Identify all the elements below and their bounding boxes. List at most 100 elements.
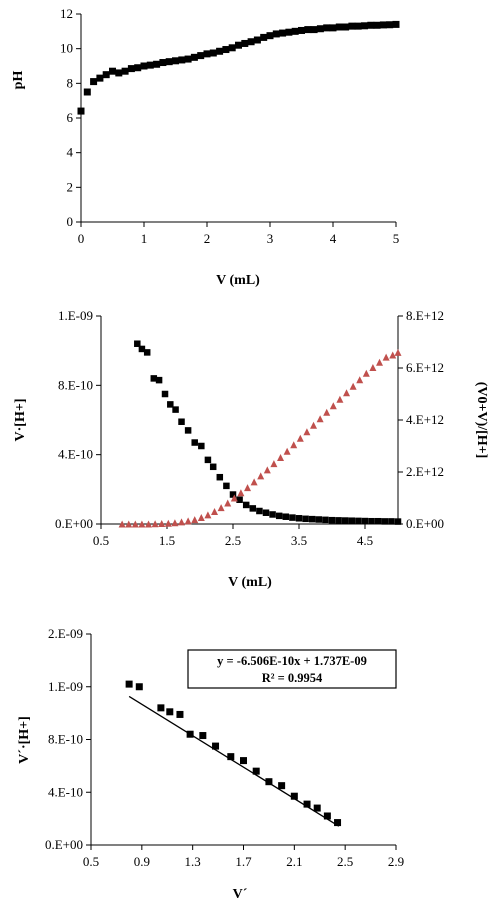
chart1-data-point bbox=[83, 88, 91, 96]
chart3-data-point bbox=[166, 708, 174, 716]
chart3-data-point bbox=[135, 683, 143, 691]
chart3-data-point bbox=[323, 812, 331, 820]
chart1-y-tick-label: 0 bbox=[67, 214, 74, 229]
chart2-left-data-point bbox=[348, 517, 356, 524]
chart2-right-data-point bbox=[178, 518, 186, 526]
chart1-data-point bbox=[291, 27, 299, 35]
chart1-data-point bbox=[146, 61, 154, 69]
chart2-right-data-point bbox=[191, 516, 199, 524]
chart2-left-data-point bbox=[295, 515, 303, 522]
chart3-x-tick-label: 1.3 bbox=[185, 854, 201, 869]
chart1-data-point bbox=[373, 21, 381, 29]
chart2-left-data-point bbox=[155, 376, 163, 384]
chart2-right-data-point bbox=[151, 520, 159, 528]
chart2-left-data-point bbox=[315, 516, 323, 523]
chart2-right-data-point bbox=[263, 466, 271, 474]
chart1-data-point bbox=[153, 60, 161, 68]
chart3-y-tick-label: 1.E-09 bbox=[48, 679, 83, 694]
chart1-data-point bbox=[329, 24, 337, 32]
chart1-data-point bbox=[96, 74, 104, 82]
chart2-y-axis-label-left: V·[H+] bbox=[13, 399, 28, 442]
chart1-data-point bbox=[216, 47, 224, 55]
chart2-y-right-tick-label: 4.E+12 bbox=[406, 412, 444, 427]
chart3-equation: y = -6.506E-10x + 1.737E-09 bbox=[217, 654, 367, 668]
chart2-right-data-point bbox=[237, 489, 245, 497]
chart2-left-data-point bbox=[178, 418, 185, 425]
chart2-left-data-point bbox=[150, 375, 158, 382]
chart2-right-data-point bbox=[382, 353, 390, 361]
chart1-points bbox=[77, 20, 400, 115]
chart2-right-data-point bbox=[158, 519, 166, 527]
chart3-data-point bbox=[313, 804, 321, 812]
chart2-right-data-point bbox=[283, 447, 291, 455]
chart3-data-point bbox=[290, 792, 298, 800]
chart1-y-tick-label: 10 bbox=[60, 41, 73, 56]
chart3-data-point bbox=[125, 680, 133, 688]
chart1-data-point bbox=[165, 58, 173, 66]
chart2-y-right-tick-label: 6.E+12 bbox=[406, 360, 444, 375]
chart3-r-squared: R² = 0.9954 bbox=[262, 671, 323, 685]
chart3-y-tick-label: 8.E-10 bbox=[48, 732, 83, 747]
chart3-equation-box bbox=[187, 649, 397, 689]
chart1-x-ticks: 0 1 2 3 4 5 bbox=[78, 222, 399, 246]
chart3-data-point bbox=[278, 782, 286, 790]
chart2-left-data-point bbox=[262, 509, 270, 516]
chart2-right-data-point bbox=[138, 520, 146, 528]
chart1-data-point bbox=[77, 107, 85, 115]
chart1-data-point bbox=[102, 71, 110, 79]
chart1-data-point bbox=[266, 32, 274, 40]
chart1-data-point bbox=[272, 30, 280, 38]
chart1-y-axis-label: pH bbox=[11, 71, 26, 90]
chart1-data-point bbox=[260, 33, 268, 41]
chart1-data-point bbox=[335, 23, 343, 31]
chart2-left-data-point bbox=[256, 507, 263, 515]
chart2-right-data-point bbox=[197, 514, 205, 521]
chart2-left-data-point bbox=[184, 427, 192, 434]
chart2-y-right-tick-label: 2.E+12 bbox=[406, 464, 444, 479]
chart2-right-series-points bbox=[118, 348, 402, 528]
chart2-right-data-point bbox=[171, 519, 179, 527]
chart2-left-data-point bbox=[302, 515, 309, 523]
chart1-data-point bbox=[197, 52, 205, 60]
chart1-y-tick-label: 4 bbox=[67, 145, 74, 160]
chart3-x-tick-label: 2.9 bbox=[388, 854, 404, 869]
chart1-data-point bbox=[184, 55, 192, 63]
chart1-data-point bbox=[304, 26, 312, 34]
chart2-right-data-point bbox=[394, 348, 402, 356]
chart2-left-data-point bbox=[282, 513, 290, 520]
chart2-right-data-point bbox=[343, 389, 351, 397]
chart1-data-point bbox=[121, 67, 129, 75]
chart2-right-data-point bbox=[323, 408, 331, 416]
chart3-data-point bbox=[186, 730, 194, 738]
chart3-data-point bbox=[227, 753, 235, 761]
chart1-data-point bbox=[90, 78, 98, 86]
chart2-left-data-point bbox=[143, 349, 151, 356]
chart1-x-tick-label: 0 bbox=[78, 231, 85, 246]
chart1-y-tick-label: 2 bbox=[67, 179, 74, 194]
chart2-left-data-point bbox=[167, 401, 174, 408]
chart3-y-tick-label: 2.E-09 bbox=[48, 626, 83, 641]
chart2-left-data-point bbox=[361, 517, 369, 525]
chart2-right-data-point bbox=[217, 504, 225, 512]
chart2-x-tick-label: 0.5 bbox=[93, 533, 109, 548]
chart-gran-dual-axis: 0.E+00 4.E-10 8.E-10 1.E-09 0.E+00 2.E+12 4.E… bbox=[13, 308, 489, 590]
chart3-y-ticks: 0.E+00 4.E-10 8.E-10 1.E-09 2.E-09 bbox=[45, 626, 91, 852]
chart1-y-tick-label: 8 bbox=[67, 75, 74, 90]
chart2-left-data-point bbox=[328, 516, 336, 524]
chart3-x-tick-label: 0.5 bbox=[83, 854, 99, 869]
chart2-right-data-point bbox=[184, 517, 192, 525]
chart2-left-data-point bbox=[289, 514, 296, 521]
chart2-right-data-point bbox=[329, 402, 337, 410]
chart1-data-point bbox=[279, 29, 287, 37]
chart1-data-point bbox=[222, 46, 230, 54]
chart2-right-data-point bbox=[303, 428, 311, 436]
chart2-left-data-point bbox=[198, 442, 205, 450]
chart2-x-tick-label: 1.5 bbox=[159, 533, 175, 548]
chart2-y-right-tick-label: 0.E+00 bbox=[406, 516, 444, 531]
chart2-right-data-point bbox=[164, 519, 172, 527]
chart2-left-data-point bbox=[216, 473, 224, 481]
chart1-data-point bbox=[386, 21, 394, 29]
chart1-data-point bbox=[228, 44, 236, 52]
chart1-data-point bbox=[134, 64, 142, 72]
chart1-data-point bbox=[209, 49, 217, 57]
